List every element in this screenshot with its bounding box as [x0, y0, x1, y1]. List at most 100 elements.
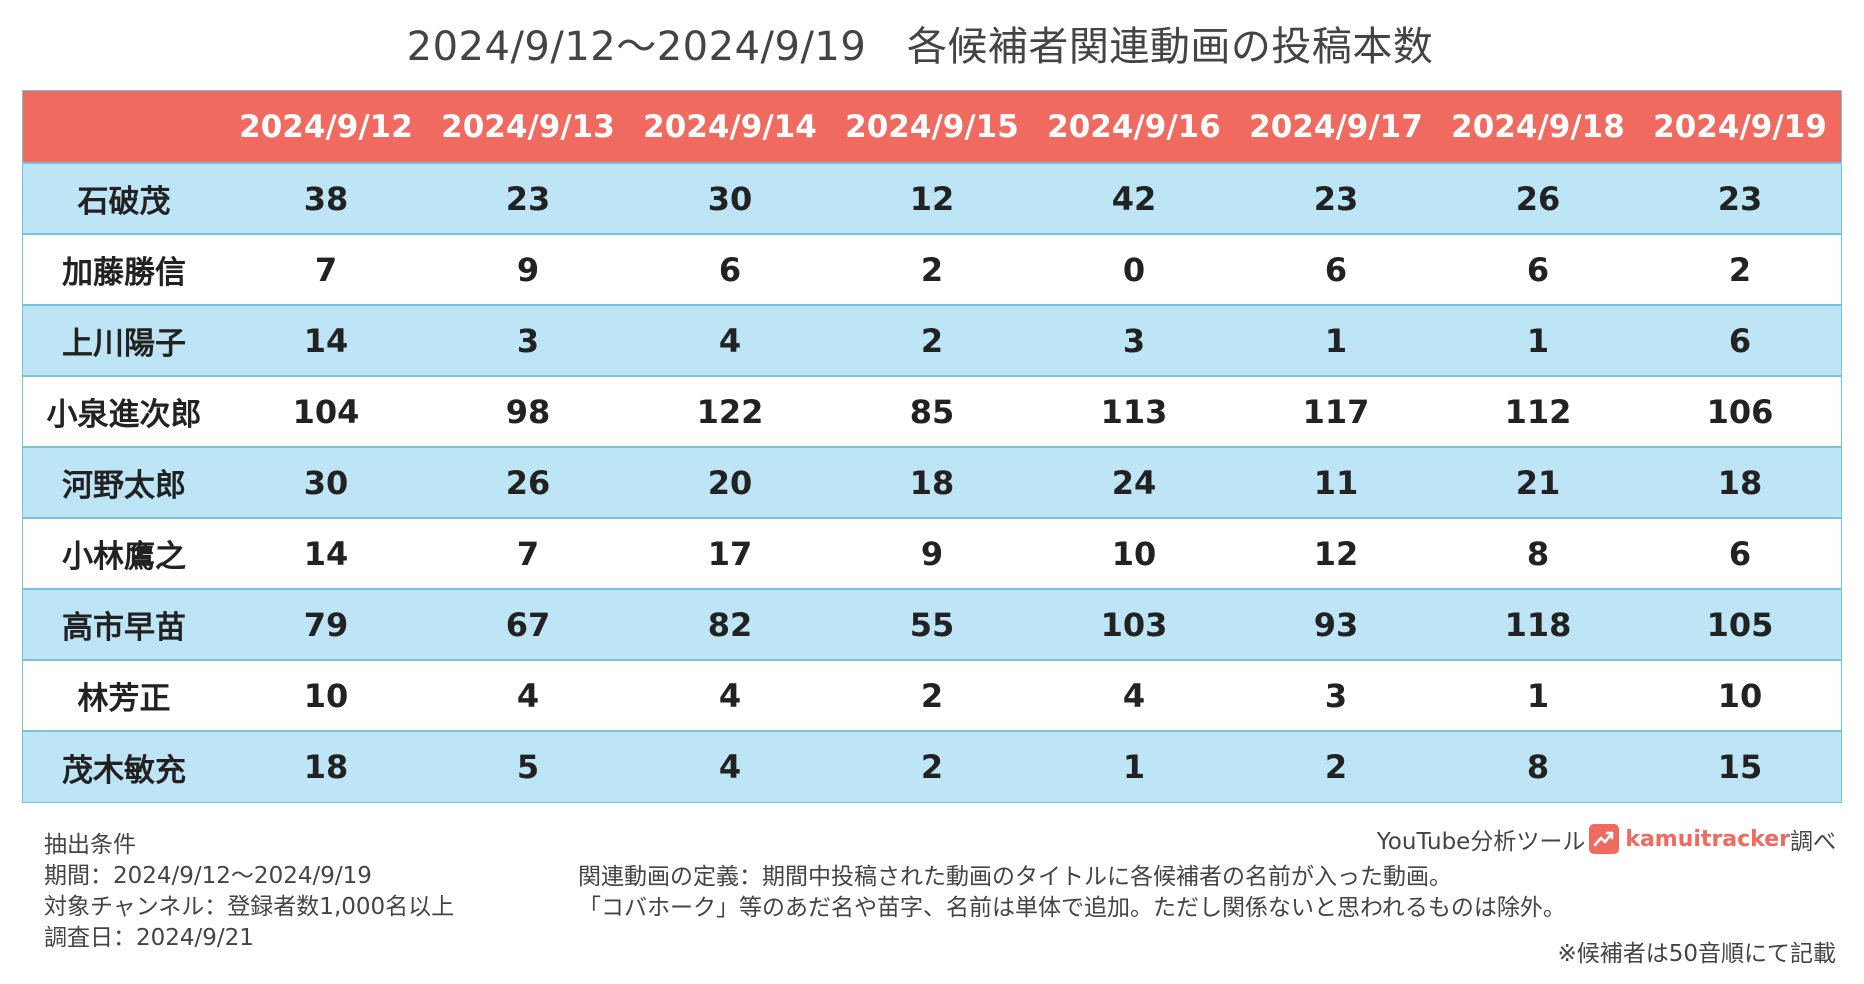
candidate-name-cell: 高市早苗: [23, 588, 225, 660]
page-title: 2024/9/12〜2024/9/19 各候補者関連動画の投稿本数: [406, 24, 1434, 70]
count-cell: 23: [505, 179, 551, 218]
table-row: 茂木敏充 18 5 4 2 1 2 8 15: [23, 730, 1841, 802]
count-cell: 30: [225, 446, 427, 518]
date-column-header: 2024/9/17: [1235, 91, 1437, 164]
source-credit: YouTube分析ツール kamuitracker 調べ: [1330, 822, 1836, 856]
count-cell: 105: [1639, 588, 1841, 660]
count-cell: 4: [629, 304, 831, 376]
period-note: 期間：2024/9/12〜2024/9/19: [44, 863, 372, 889]
candidate-name-cell: 小林鷹之: [23, 517, 225, 589]
count-cell: 2: [1235, 730, 1437, 802]
count-cell: 23: [1717, 179, 1763, 218]
count-cell: 113: [1033, 375, 1235, 447]
date-column-header: 2024/9/12: [225, 91, 427, 164]
count-cell: 7: [225, 233, 427, 305]
count-cell: 26: [427, 446, 629, 518]
data-table-container: 2024/9/12 2024/9/13 2024/9/14 2024/9/15 2024…: [22, 90, 1842, 803]
count-cell: 7: [427, 517, 629, 589]
date-column-header: 2024/9/19: [1639, 91, 1841, 164]
count-cell: 8: [1437, 730, 1639, 802]
conditions-heading: 抽出条件: [44, 832, 136, 858]
count-cell: 11: [1235, 446, 1437, 518]
table-row: 高市早苗 79 67 82 55 103 93 118 105: [23, 588, 1841, 660]
count-cell: 0: [1033, 233, 1235, 305]
count-cell: 106: [1639, 375, 1841, 447]
count-cell: 3: [427, 304, 629, 376]
credit-suffix: 調べ: [1790, 829, 1836, 855]
count-cell: 1: [1235, 304, 1437, 376]
count-cell: 4: [427, 659, 629, 731]
count-cell: 6: [1437, 233, 1639, 305]
count-cell: 15: [1639, 730, 1841, 802]
trend-chart-icon: [1589, 824, 1620, 854]
count-cell: 17: [629, 517, 831, 589]
count-cell: 24: [1033, 446, 1235, 518]
count-cell: 3: [1033, 304, 1235, 376]
definition-line-2: 「コバホーク」等のあだ名や苗字、名前は単体で追加。ただし関係ないと思われるものは…: [578, 895, 1566, 921]
count-cell: 38: [303, 179, 349, 218]
candidate-name-cell: 石破茂: [77, 184, 171, 220]
count-cell: 104: [225, 375, 427, 447]
count-cell: 112: [1437, 375, 1639, 447]
count-cell: 21: [1437, 446, 1639, 518]
count-cell: 9: [427, 233, 629, 305]
count-cell: 18: [1639, 446, 1841, 518]
count-cell: 93: [1235, 588, 1437, 660]
definition-notes: 関連動画の定義：期間中投稿された動画のタイトルに各候補者の名前が入った動画。 「…: [578, 862, 1566, 924]
table-row: 林芳正 10 4 4 2 4 3 1 10: [23, 659, 1841, 731]
count-cell: 2: [831, 233, 1033, 305]
count-cell: 118: [1437, 588, 1639, 660]
count-cell: 2: [831, 730, 1033, 802]
count-cell: 23: [1313, 179, 1359, 218]
count-cell: 4: [629, 730, 831, 802]
candidate-name-cell: 小泉進次郎: [23, 375, 225, 447]
count-cell: 117: [1235, 375, 1437, 447]
count-cell: 1: [1437, 659, 1639, 731]
candidate-name-cell: 加藤勝信: [23, 233, 225, 305]
credit-prefix: YouTube分析ツール: [1376, 829, 1586, 855]
count-cell: 122: [629, 375, 831, 447]
count-cell: 55: [831, 588, 1033, 660]
candidate-name-cell: 上川陽子: [23, 304, 225, 376]
count-cell: 9: [831, 517, 1033, 589]
count-cell: 10: [1033, 517, 1235, 589]
count-cell: 6: [1639, 304, 1841, 376]
count-cell: 10: [225, 659, 427, 731]
count-cell: 85: [831, 375, 1033, 447]
count-cell: 18: [831, 446, 1033, 518]
count-cell: 12: [909, 179, 955, 218]
count-cell: 10: [1639, 659, 1841, 731]
count-cell: 42: [1111, 179, 1157, 218]
credit-brand: kamuitracker: [1625, 826, 1790, 852]
count-cell: 26: [1515, 179, 1561, 218]
date-column-header: 2024/9/15: [831, 91, 1033, 164]
date-column-header: 2024/9/18: [1437, 91, 1639, 164]
count-cell: 98: [427, 375, 629, 447]
count-cell: 12: [1235, 517, 1437, 589]
count-cell: 1: [1437, 304, 1639, 376]
date-column-header: 2024/9/14: [629, 91, 831, 164]
count-cell: 79: [225, 588, 427, 660]
table-row: 加藤勝信 7 9 6 2 0 6 6 2: [23, 233, 1841, 305]
survey-date-note: 調査日：2024/9/21: [44, 925, 254, 951]
count-cell: 4: [1033, 659, 1235, 731]
candidate-name-cell: 茂木敏充: [23, 730, 225, 802]
count-cell: 82: [629, 588, 831, 660]
count-cell: 30: [707, 179, 753, 218]
date-column-header: 2024/9/16: [1033, 91, 1235, 164]
count-cell: 6: [1639, 517, 1841, 589]
table-row: 小泉進次郎 104 98 122 85 113 117 112 106: [23, 375, 1841, 447]
count-cell: 103: [1033, 588, 1235, 660]
candidate-name-cell: 河野太郎: [23, 446, 225, 518]
count-cell: 4: [629, 659, 831, 731]
count-cell: 2: [1639, 233, 1841, 305]
table-row: 河野太郎 30 26 20 18 24 11 21 18: [23, 446, 1841, 518]
channel-note: 対象チャンネル：登録者数1,000名以上: [44, 894, 455, 920]
count-cell: 20: [629, 446, 831, 518]
count-cell: 67: [427, 588, 629, 660]
count-cell: 1: [1033, 730, 1235, 802]
table-row: 上川陽子 14 3 4 2 3 1 1 6: [23, 304, 1841, 376]
data-table: 2024/9/12 2024/9/13 2024/9/14 2024/9/15 2024…: [23, 91, 1841, 802]
header-corner-cell: [23, 91, 225, 164]
count-cell: 18: [225, 730, 427, 802]
